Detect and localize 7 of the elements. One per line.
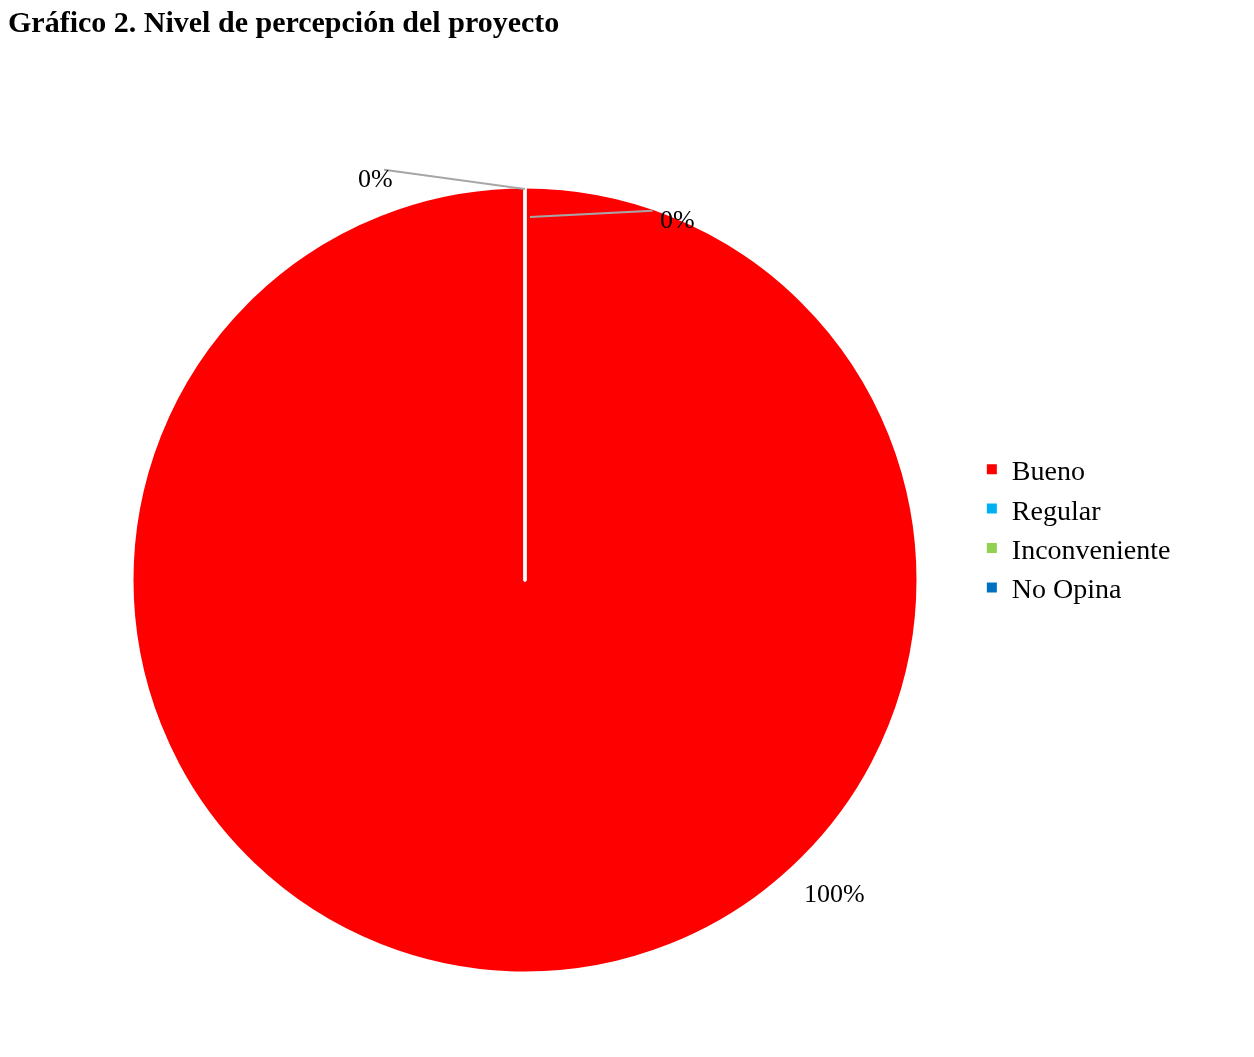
chart-title: Gráfico 2. Nivel de percepción del proyecto (8, 5, 560, 38)
legend-label: Inconveniente (1011, 533, 1171, 565)
data-label: 100% (804, 879, 865, 908)
legend-label: Regular (1011, 494, 1102, 526)
text: 0% (358, 164, 393, 193)
legend-label: No Opina (1011, 573, 1123, 605)
legend-label: Bueno (1011, 455, 1085, 487)
